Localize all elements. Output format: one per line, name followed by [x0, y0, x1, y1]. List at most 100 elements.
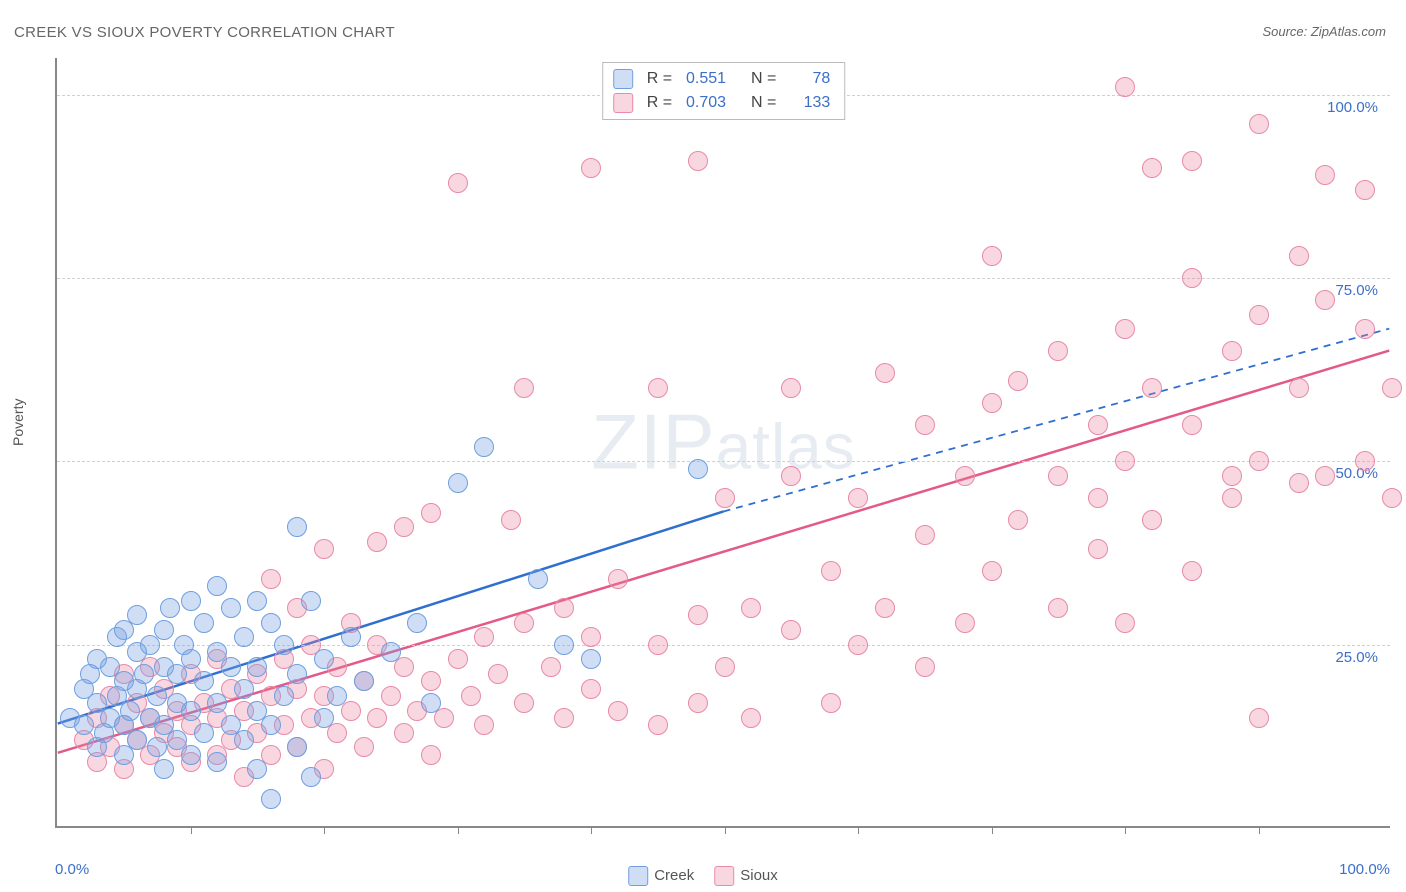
dot-sioux	[501, 510, 521, 530]
dot-sioux	[741, 708, 761, 728]
dot-sioux	[461, 686, 481, 706]
dot-creek	[181, 649, 201, 669]
dot-sioux	[982, 561, 1002, 581]
dot-sioux	[554, 708, 574, 728]
dot-creek	[181, 701, 201, 721]
gridline-h	[57, 645, 1390, 646]
stats-N-label: N =	[751, 67, 776, 91]
dot-sioux	[1289, 246, 1309, 266]
dot-sioux	[554, 598, 574, 618]
dot-sioux	[1315, 290, 1335, 310]
y-tick-label: 100.0%	[1327, 99, 1378, 116]
dot-creek	[448, 473, 468, 493]
dot-sioux	[915, 525, 935, 545]
source-link[interactable]: ZipAtlas.com	[1311, 24, 1386, 39]
dot-sioux	[1222, 466, 1242, 486]
dot-sioux	[1382, 488, 1402, 508]
dot-sioux	[1182, 561, 1202, 581]
dot-sioux	[1115, 77, 1135, 97]
dot-creek	[327, 686, 347, 706]
dot-creek	[261, 613, 281, 633]
series-legend: Creek Sioux	[628, 866, 778, 886]
x-tick	[324, 826, 325, 834]
dot-sioux	[1222, 341, 1242, 361]
x-tick	[858, 826, 859, 834]
dot-creek	[134, 664, 154, 684]
dot-creek	[234, 627, 254, 647]
dot-sioux	[1182, 268, 1202, 288]
legend-item-sioux: Sioux	[714, 866, 778, 886]
dot-sioux	[474, 715, 494, 735]
dot-creek	[381, 642, 401, 662]
dot-sioux	[421, 745, 441, 765]
dot-sioux	[848, 488, 868, 508]
dot-sioux	[1289, 473, 1309, 493]
dot-creek	[274, 686, 294, 706]
dot-creek	[474, 437, 494, 457]
x-axis-start-label: 0.0%	[55, 861, 89, 878]
dot-creek	[261, 789, 281, 809]
dot-sioux	[688, 151, 708, 171]
dot-sioux	[715, 657, 735, 677]
x-tick	[1259, 826, 1260, 834]
dot-sioux	[1249, 305, 1269, 325]
swatch-sioux-icon	[714, 866, 734, 886]
dot-creek	[154, 759, 174, 779]
dot-sioux	[1249, 451, 1269, 471]
dot-sioux	[1315, 466, 1335, 486]
dot-sioux	[1142, 510, 1162, 530]
dot-creek	[181, 745, 201, 765]
chart-title: CREEK VS SIOUX POVERTY CORRELATION CHART	[14, 24, 395, 41]
dot-sioux	[955, 466, 975, 486]
dot-creek	[127, 605, 147, 625]
dot-creek	[554, 635, 574, 655]
dot-sioux	[448, 173, 468, 193]
swatch-sioux-icon	[613, 93, 633, 113]
dot-creek	[287, 737, 307, 757]
dot-creek	[147, 686, 167, 706]
dot-creek	[581, 649, 601, 669]
dot-sioux	[367, 532, 387, 552]
stats-row-sioux: R = 0.703 N = 133	[613, 91, 831, 115]
x-tick	[191, 826, 192, 834]
y-axis-label: Poverty	[10, 399, 26, 446]
dot-sioux	[1115, 613, 1135, 633]
dot-sioux	[1289, 378, 1309, 398]
dot-sioux	[781, 620, 801, 640]
dot-sioux	[1249, 114, 1269, 134]
dot-sioux	[514, 693, 534, 713]
dot-sioux	[1115, 319, 1135, 339]
dot-sioux	[1048, 598, 1068, 618]
dot-sioux	[1115, 451, 1135, 471]
gridline-h	[57, 461, 1390, 462]
dot-sioux	[514, 378, 534, 398]
x-tick	[1125, 826, 1126, 834]
dot-creek	[120, 701, 140, 721]
stats-R-label: R =	[647, 67, 672, 91]
dot-sioux	[915, 415, 935, 435]
dot-sioux	[394, 723, 414, 743]
dot-sioux	[581, 679, 601, 699]
dot-sioux	[1142, 378, 1162, 398]
dot-sioux	[581, 627, 601, 647]
dot-creek	[194, 723, 214, 743]
dot-sioux	[421, 671, 441, 691]
legend-label-creek: Creek	[654, 867, 694, 884]
dot-creek	[247, 759, 267, 779]
y-tick-label: 75.0%	[1335, 282, 1378, 299]
dot-creek	[407, 613, 427, 633]
dot-creek	[194, 613, 214, 633]
dot-sioux	[875, 598, 895, 618]
dot-sioux	[1142, 158, 1162, 178]
dot-sioux	[648, 715, 668, 735]
dot-sioux	[821, 561, 841, 581]
dot-creek	[221, 657, 241, 677]
dot-sioux	[648, 378, 668, 398]
plot-area: ZIPatlas R = 0.551 N = 78 R = 0.703 N = …	[55, 58, 1390, 828]
dot-creek	[234, 730, 254, 750]
dot-sioux	[875, 363, 895, 383]
stats-N-label: N =	[751, 91, 776, 115]
dot-sioux	[648, 635, 668, 655]
dot-creek	[301, 767, 321, 787]
stats-creek-N: 78	[784, 67, 830, 91]
